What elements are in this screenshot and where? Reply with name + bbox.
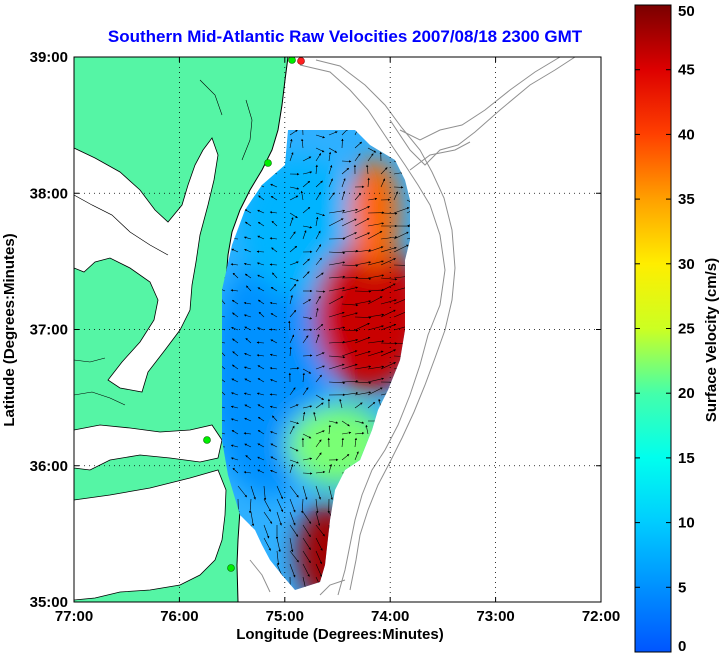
y-tick-label: 38:00 <box>30 185 68 202</box>
station-marker <box>204 437 211 444</box>
colorbar-tick-label: 40 <box>678 126 695 143</box>
colorbar-tick-label: 10 <box>678 515 695 532</box>
x-axis-label: Longitude (Degrees:Minutes) <box>236 626 444 643</box>
y-tick-label: 36:00 <box>30 458 68 475</box>
chart-title: Southern Mid-Atlantic Raw Velocities 200… <box>108 27 583 46</box>
colorbar-tick-label: 0 <box>678 638 686 655</box>
x-tick-label: 72:00 <box>582 608 620 625</box>
colorbar-tick-label: 15 <box>678 450 695 467</box>
colorbar-tick-label: 45 <box>678 62 695 79</box>
station-marker <box>228 565 235 572</box>
colorbar-label: Surface Velocity (cm/s) <box>703 258 720 422</box>
x-tick-label: 76:00 <box>160 608 198 625</box>
station-marker <box>265 160 272 167</box>
y-tick-label: 39:00 <box>30 49 68 66</box>
y-axis-label: Latitude (Degrees:Minutes) <box>1 233 18 426</box>
y-tick-label: 37:00 <box>30 322 68 339</box>
colorbar-tick-label: 25 <box>678 321 695 338</box>
y-tick-label: 35:00 <box>30 594 68 611</box>
x-tick-label: 73:00 <box>476 608 514 625</box>
colorbar-tick-label: 30 <box>678 256 695 273</box>
station-marker <box>289 57 296 64</box>
colorbar <box>635 5 671 652</box>
x-tick-label: 75:00 <box>266 608 304 625</box>
colorbar-tick-label: 50 <box>678 3 695 20</box>
colorbar-tick-label: 5 <box>678 579 686 596</box>
station-marker-alt <box>298 58 305 65</box>
colorbar-tick-label: 20 <box>678 385 695 402</box>
x-tick-label: 74:00 <box>371 608 409 625</box>
colorbar-tick-label: 35 <box>678 191 695 208</box>
